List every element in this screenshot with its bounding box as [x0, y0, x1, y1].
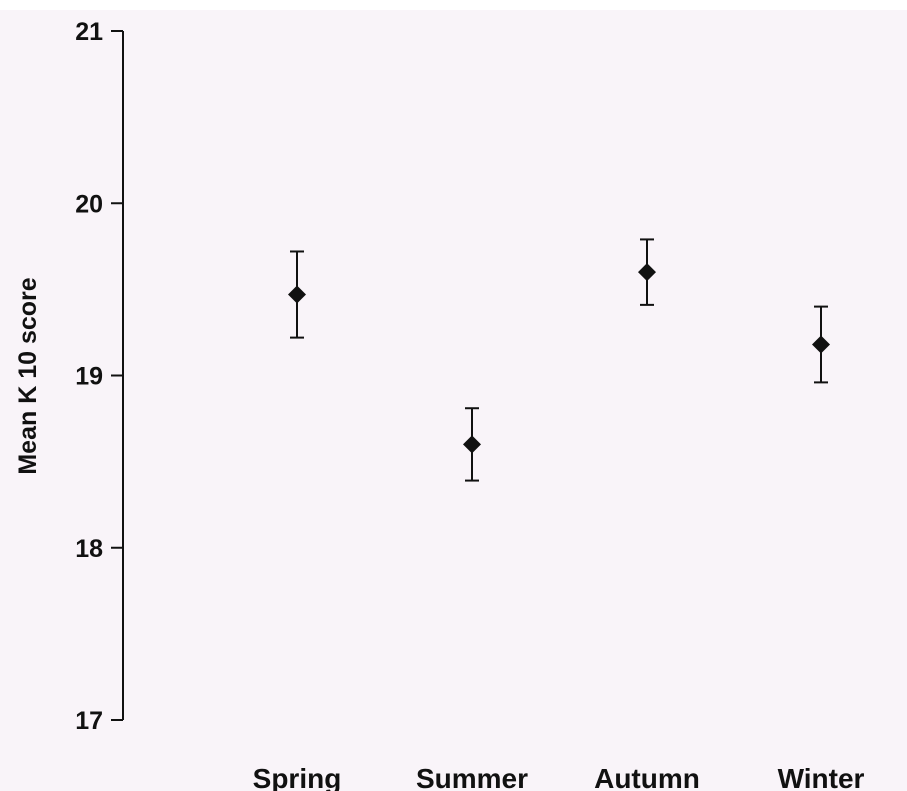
y-tick-label: 19	[75, 363, 103, 391]
x-category-label: Autumn	[594, 763, 700, 791]
x-category-label: Summer	[416, 763, 528, 791]
y-tick-label: 18	[75, 535, 103, 563]
y-axis-title: Mean K 10 score	[14, 277, 42, 474]
y-axis-ticks: 17 18 19 20 21	[75, 18, 123, 735]
plot-background	[0, 10, 907, 791]
data-point	[812, 335, 830, 354]
x-category-label: Spring	[253, 763, 342, 791]
data-point	[638, 263, 656, 282]
data-point	[463, 435, 481, 454]
y-tick-label: 17	[75, 707, 103, 735]
data-point	[288, 285, 306, 304]
x-category-label: Winter	[778, 763, 865, 791]
y-tick-label: 21	[75, 18, 103, 46]
y-tick-label: 20	[75, 190, 103, 218]
data-markers	[288, 263, 830, 454]
x-axis-labels: Spring Summer Autumn Winter	[253, 763, 865, 791]
